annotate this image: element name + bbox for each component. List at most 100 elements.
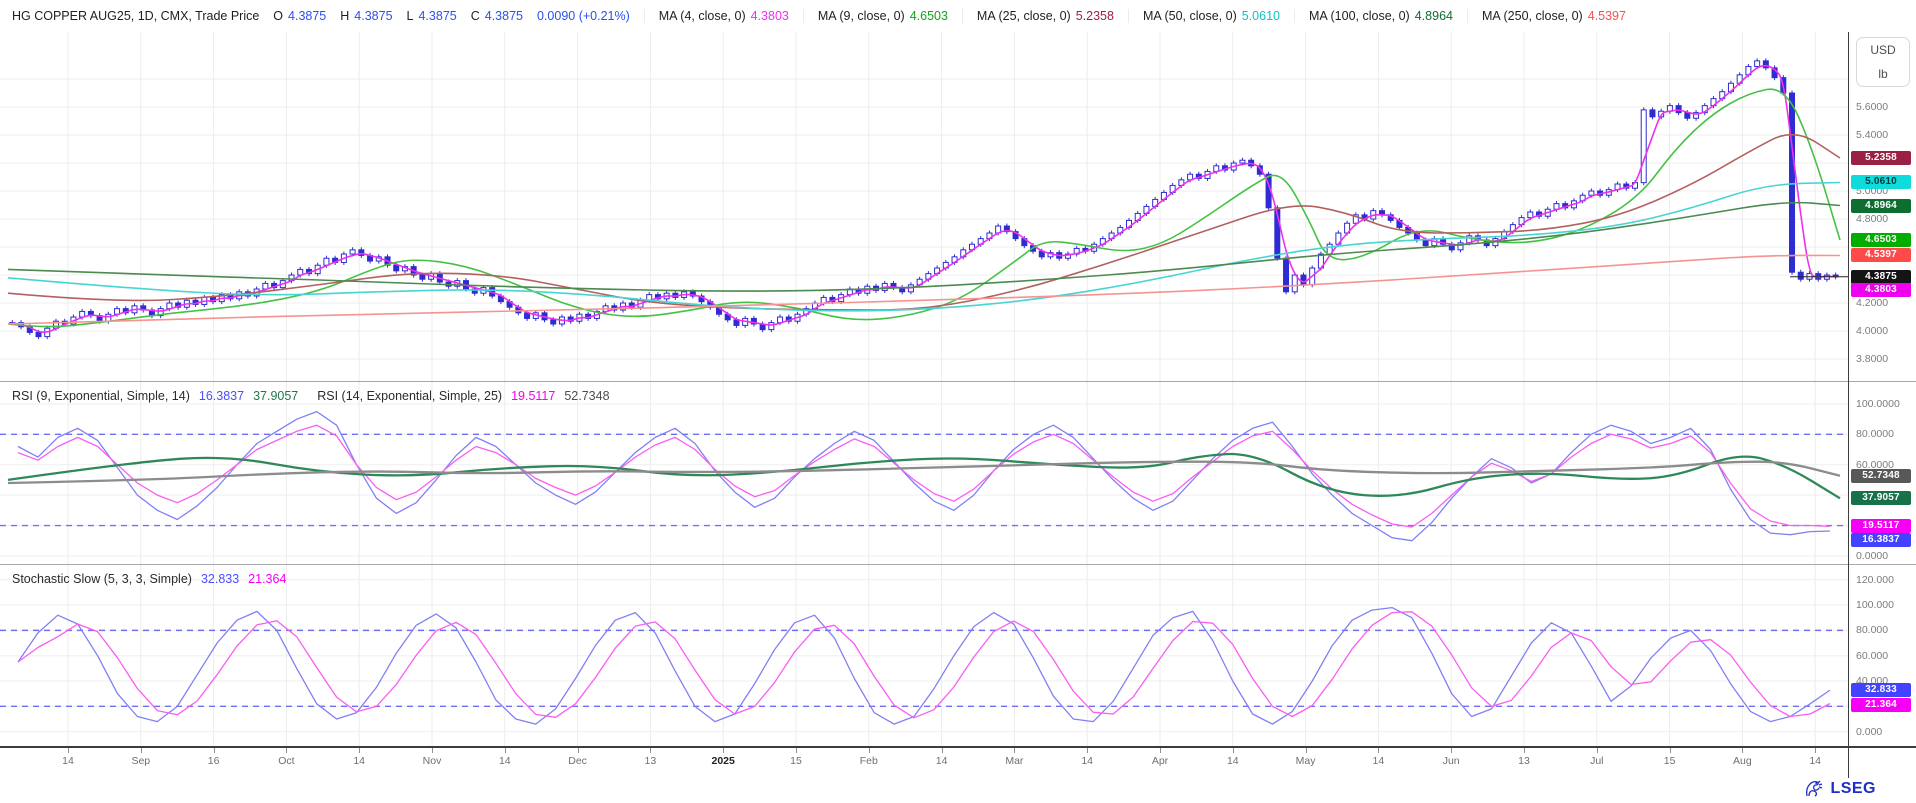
high-value: 4.3875 xyxy=(354,9,393,23)
ma-legend-label: MA (25, close, 0) xyxy=(976,9,1071,23)
time-label: 14 xyxy=(62,755,74,767)
open-label: O xyxy=(273,9,284,23)
axis-price-badge: 4.3875 xyxy=(1851,269,1911,284)
ohlc-high: H 4.3875 xyxy=(340,9,392,23)
time-label: 14 xyxy=(498,755,511,767)
ma-legend-item[interactable]: MA (25, close, 0) 5.2358 xyxy=(961,9,1114,23)
time-tick xyxy=(68,748,69,753)
lseg-logo[interactable]: LSEG xyxy=(1803,779,1876,799)
time-tick xyxy=(140,748,142,753)
close-value: 4.3875 xyxy=(484,9,523,23)
instrument-title[interactable]: HG COPPER AUG25, 1D, CMX, Trade Price xyxy=(12,9,260,23)
time-tick xyxy=(1378,748,1380,753)
ma-legend-label: MA (50, close, 0) xyxy=(1142,9,1237,23)
ohlc-low: L 4.3875 xyxy=(407,9,457,23)
axis-price-badge: 52.7348 xyxy=(1851,468,1911,483)
time-tick xyxy=(286,748,288,753)
currency-selector[interactable]: USD xyxy=(1870,43,1896,57)
ma-legend-item[interactable]: MA (4, close, 0) 4.3803 xyxy=(643,9,789,23)
close-label: C xyxy=(470,9,480,23)
ma-legend-value: 5.2358 xyxy=(1075,9,1114,23)
ma-legend-label: MA (250, close, 0) xyxy=(1481,9,1583,23)
time-label: Sep xyxy=(131,755,151,767)
ma-legend-value: 4.5397 xyxy=(1587,9,1626,23)
time-tick xyxy=(1742,748,1744,753)
ma-legend-item[interactable]: MA (50, close, 0) 5.0610 xyxy=(1127,9,1280,23)
ohlc-open: O 4.3875 xyxy=(273,9,326,23)
axis-price-badge: 4.3803 xyxy=(1851,283,1911,298)
axis-label: 4.2000 xyxy=(1856,297,1889,310)
axis-label: 100.0000 xyxy=(1856,397,1900,410)
time-label: 13 xyxy=(644,755,657,767)
time-tick xyxy=(796,748,797,753)
stoch-d-value: 21.364 xyxy=(248,572,287,586)
axis-label: 60.0000 xyxy=(1856,458,1894,471)
pane-divider-main-rsi[interactable] xyxy=(0,381,1916,382)
lseg-crest-icon xyxy=(1806,780,1823,797)
axis-price-badge: 5.2358 xyxy=(1851,151,1911,166)
time-label: Mar xyxy=(1005,755,1024,767)
time-tick xyxy=(1669,748,1671,753)
ma-legend-item[interactable]: MA (9, close, 0) 4.6503 xyxy=(802,9,948,23)
time-tick xyxy=(868,748,870,753)
time-label: 14 xyxy=(1809,755,1822,767)
time-label: 2025 xyxy=(711,755,735,767)
time-label: Oct xyxy=(278,755,295,767)
rsi14-signal-value: 52.7348 xyxy=(564,389,610,403)
rsi9-value: 16.3837 xyxy=(198,389,245,403)
ohlc-close: C 4.3875 xyxy=(471,9,523,23)
time-tick xyxy=(432,748,433,753)
time-tick xyxy=(1232,748,1234,753)
axis-label: 60.000 xyxy=(1856,649,1889,662)
time-axis-line xyxy=(0,746,1916,748)
axis-label: 3.8000 xyxy=(1856,353,1889,366)
unit-selector-lb[interactable]: lb xyxy=(1878,67,1888,81)
rsi14-label[interactable]: RSI (14, Exponential, Simple, 25) xyxy=(317,389,503,403)
rsi9-label[interactable]: RSI (9, Exponential, Simple, 14) xyxy=(12,389,190,403)
high-label: H xyxy=(340,9,350,23)
stoch-label[interactable]: Stochastic Slow (5, 3, 3, Simple) xyxy=(12,572,192,586)
time-label: Jun xyxy=(1442,755,1460,767)
time-label: Apr xyxy=(1151,755,1169,767)
time-tick xyxy=(1305,748,1307,753)
ma-legend-label: MA (9, close, 0) xyxy=(817,9,905,23)
axis-price-badge: 4.8964 xyxy=(1851,198,1911,213)
time-tick xyxy=(723,748,725,753)
axis-price-badge: 5.0610 xyxy=(1851,175,1911,190)
axis-label: 100.000 xyxy=(1856,599,1894,612)
rsi-pane-title: RSI (9, Exponential, Simple, 14) 16.3837… xyxy=(12,389,610,403)
time-tick xyxy=(1596,748,1598,753)
ma-legend-value: 4.3803 xyxy=(750,9,789,23)
time-tick xyxy=(1524,748,1525,753)
low-label: L xyxy=(406,9,414,23)
time-tick xyxy=(1087,748,1089,753)
time-tick xyxy=(941,748,943,753)
ma-legend: MA (4, close, 0) 4.3803 MA (9, close, 0) 4.… xyxy=(643,9,1640,23)
ma-legend-item[interactable]: MA (250, close, 0) 4.5397 xyxy=(1466,9,1626,23)
rsi9-signal-value: 37.9057 xyxy=(253,389,299,403)
axis-price-badge: 4.5397 xyxy=(1851,248,1911,263)
time-label: 15 xyxy=(1663,755,1676,767)
time-label: 14 xyxy=(353,755,366,767)
ma-legend-label: MA (4, close, 0) xyxy=(658,9,746,23)
axis-label: 4.8000 xyxy=(1856,213,1889,226)
time-label: 14 xyxy=(935,755,948,767)
unit-selector[interactable]: USD lb xyxy=(1856,37,1910,87)
time-tick xyxy=(1451,748,1453,753)
ma-legend-value: 4.6503 xyxy=(909,9,948,23)
price-change: 0.0090 (+0.21%) xyxy=(536,9,630,23)
price-axis-line[interactable] xyxy=(1848,32,1849,778)
time-tick xyxy=(1014,748,1016,753)
axis-label: 4.0000 xyxy=(1856,325,1889,338)
time-tick xyxy=(577,748,579,753)
lseg-logo-text: LSEG xyxy=(1830,780,1876,797)
time-label: 14 xyxy=(1226,755,1239,767)
pane-divider-rsi-stoch[interactable] xyxy=(0,564,1916,565)
ma-legend-label: MA (100, close, 0) xyxy=(1308,9,1410,23)
ma-legend-item[interactable]: MA (100, close, 0) 4.8964 xyxy=(1293,9,1453,23)
open-value: 4.3875 xyxy=(288,9,327,23)
stoch-k-value: 32.833 xyxy=(200,572,240,586)
